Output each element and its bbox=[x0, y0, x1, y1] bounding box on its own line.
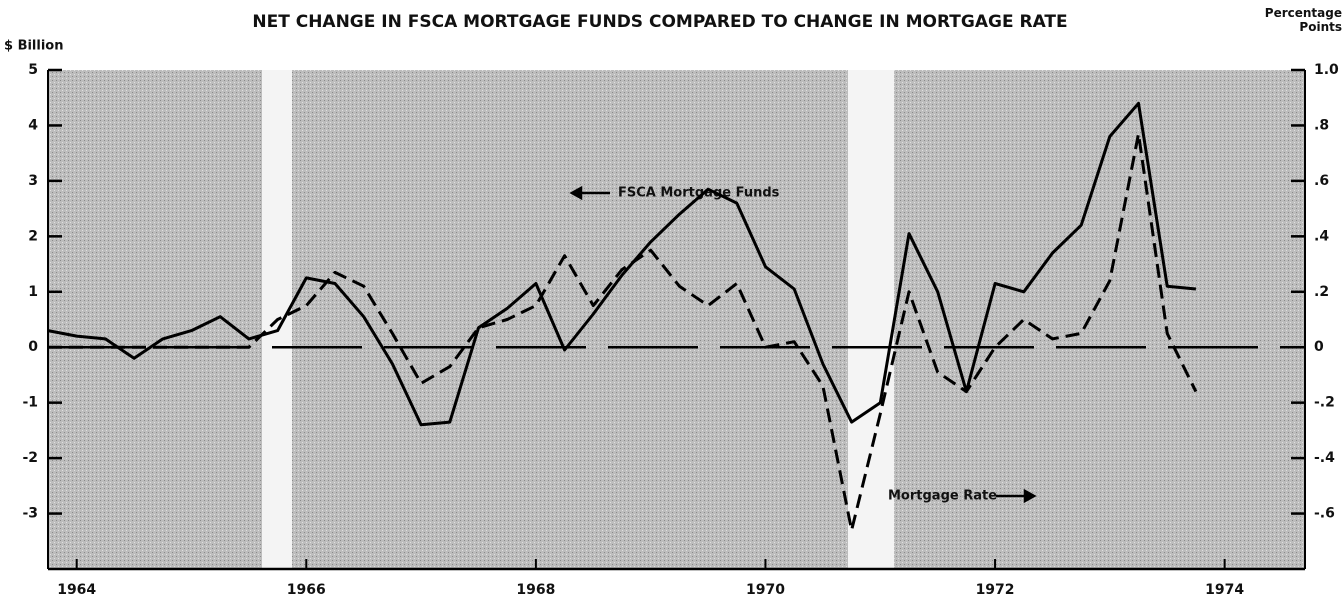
y2-tick-label: -.4 bbox=[1314, 450, 1335, 466]
x-tick-label: 1968 bbox=[516, 582, 555, 598]
x-tick-label: 1966 bbox=[287, 582, 326, 598]
arrow bbox=[996, 488, 1037, 504]
x-tick-label: 1970 bbox=[746, 582, 785, 598]
annotation: FSCA Mortgage Funds bbox=[618, 186, 780, 201]
y2-tick-label: .4 bbox=[1314, 228, 1329, 244]
y2-tick-label: .2 bbox=[1314, 284, 1329, 300]
plot-background bbox=[48, 70, 1305, 569]
y2-tick-label: 1.0 bbox=[1314, 62, 1339, 78]
x-tick-label: 1972 bbox=[976, 582, 1015, 598]
x-tick-label: 1964 bbox=[57, 582, 96, 598]
y2-tick-label: .6 bbox=[1314, 173, 1329, 189]
y2-axis-label: Percentage Points bbox=[1264, 6, 1342, 34]
y2-tick-label: 0 bbox=[1314, 339, 1324, 355]
series-line bbox=[47, 101, 1197, 427]
x-tick-label: 1974 bbox=[1205, 582, 1244, 598]
band bbox=[848, 70, 894, 569]
y-tick-label: -3 bbox=[22, 506, 38, 522]
y-tick-label: -2 bbox=[22, 450, 38, 466]
y-tick-label: 5 bbox=[28, 62, 38, 78]
y2-tick-label: -.6 bbox=[1314, 506, 1335, 522]
arrow bbox=[569, 185, 610, 201]
y2-tick-label: -.2 bbox=[1314, 395, 1335, 411]
y-tick-label: -1 bbox=[22, 395, 38, 411]
y-tick-label: 2 bbox=[28, 228, 38, 244]
series-line bbox=[48, 132, 1198, 532]
y-tick-label: 4 bbox=[28, 117, 38, 133]
y2-tick-label: .8 bbox=[1314, 117, 1329, 133]
y-tick-label: 1 bbox=[28, 284, 38, 300]
chart-title: NET CHANGE IN FSCA MORTGAGE FUNDS COMPAR… bbox=[252, 12, 1067, 32]
y-axis-label: $ Billion bbox=[4, 39, 64, 54]
annotation: Mortgage Rate bbox=[888, 489, 997, 504]
y-tick-label: 3 bbox=[28, 173, 38, 189]
y-tick-label: 0 bbox=[28, 339, 38, 355]
